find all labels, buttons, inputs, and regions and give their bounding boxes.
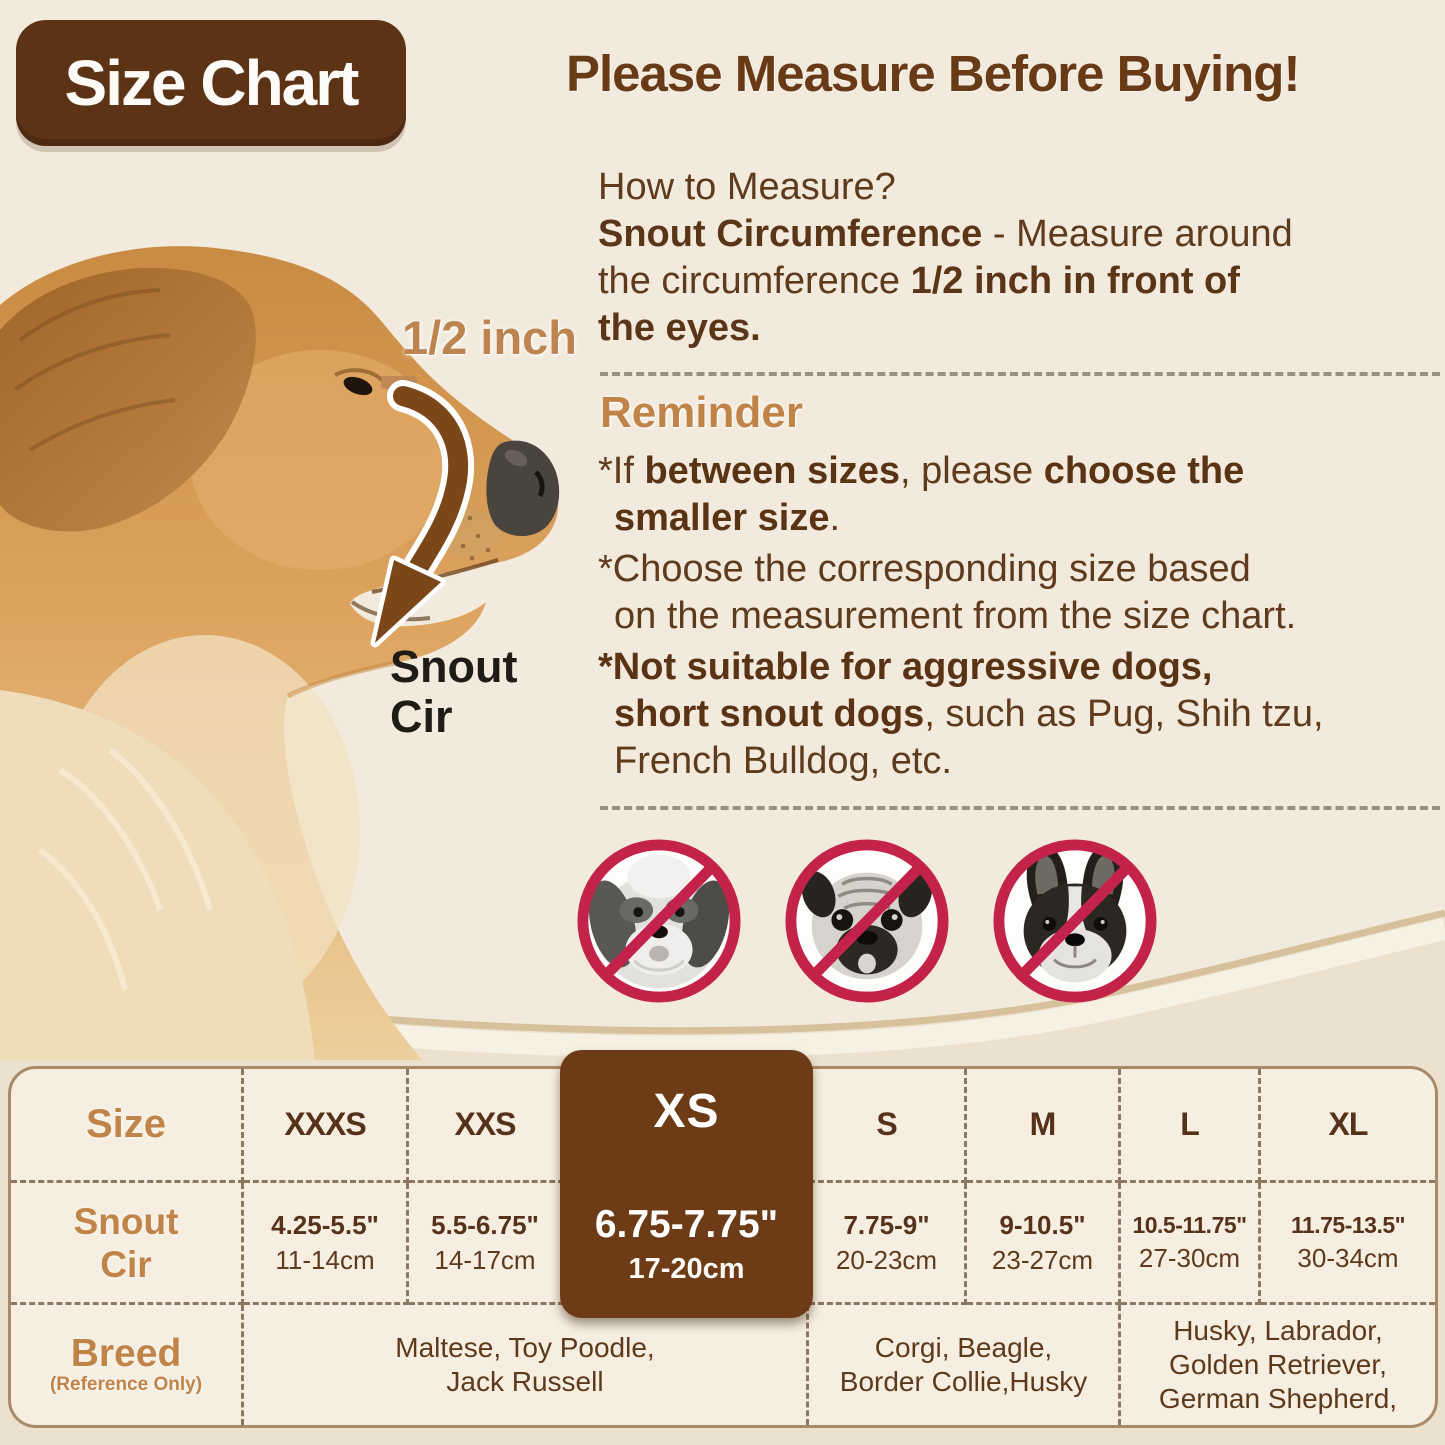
no-pug-icon (785, 839, 949, 1003)
half-inch-label: 1/2 inch (402, 311, 578, 364)
xs-cm-value: 17-20cm (628, 1253, 745, 1285)
dashed-divider-bottom (600, 806, 1440, 810)
reminder-bullets: *If between sizes, please choose the sma… (598, 448, 1445, 789)
snout-cell-xl: 11.75-13.5" 30-34cm (1261, 1183, 1435, 1305)
breed-cell-medium: Corgi, Beagle, Border Collie,Husky (809, 1305, 1121, 1425)
size-chart-badge: Size Chart (16, 20, 406, 146)
no-french-bulldog-icon (993, 839, 1157, 1003)
french-bulldog-face (1023, 846, 1127, 983)
snout-cir-label: Snout Cir (390, 641, 518, 742)
reminder-bullet: *If between sizes, please choose the sma… (598, 450, 1245, 539)
xs-inch-value: 6.75-7.75" (594, 1203, 779, 1246)
reminder-bullet: *Choose the corresponding size based on … (598, 548, 1297, 637)
xs-highlight-block: XS 6.75-7.75" 17-20cm (560, 1050, 813, 1318)
reminder-heading: Reminder (600, 388, 803, 437)
table-header-l: L (1121, 1069, 1261, 1183)
snout-cell-xxxs: 4.25-5.5" 11-14cm (244, 1183, 409, 1305)
dog-cheek (190, 350, 450, 570)
reminder-bullet: *Not suitable for aggressive dogs, short… (598, 646, 1324, 782)
xs-size-label: XS (653, 1085, 720, 1138)
table-header-xxs: XXS (409, 1069, 564, 1183)
snout-cell-s: 7.75-9" 20-23cm (809, 1183, 967, 1305)
dog-photo (0, 246, 560, 1060)
table-row-breed: Breed (Reference Only) (11, 1305, 244, 1425)
no-shih-tzu-icon (577, 839, 741, 1003)
how-to-heading: How to Measure? (598, 166, 896, 208)
dog-nose (486, 440, 560, 537)
breed-cell-large: Husky, Labrador, Golden Retriever, Germa… (1158, 1315, 1398, 1414)
dog-ear (0, 267, 256, 532)
table-header-xl: XL (1261, 1069, 1435, 1183)
snout-cell-l: 10.5-11.75" 27-30cm (1121, 1183, 1261, 1305)
table-row-snout-cir: Snout Cir (11, 1183, 244, 1305)
dog-eye (334, 368, 384, 396)
headline: Please Measure Before Buying! (566, 45, 1300, 102)
snout-cell-m: 9-10.5" 23-27cm (967, 1183, 1121, 1305)
snout-cell-xxs: 5.5-6.75" 14-17cm (409, 1183, 564, 1305)
measure-arrow (370, 376, 475, 648)
dashed-divider-top (600, 372, 1440, 376)
table-header-s: S (809, 1069, 967, 1183)
dog-head (0, 246, 560, 1060)
size-chart-title: Size Chart (64, 47, 360, 119)
breed-cell-small: Maltese, Toy Poodle, Jack Russell (244, 1305, 809, 1425)
how-to-measure: How to Measure? Snout Circumference - Me… (598, 164, 1445, 352)
table-header-size: Size (11, 1069, 244, 1183)
table-header-m: M (967, 1069, 1121, 1183)
table-header-xxxs: XXXS (244, 1069, 409, 1183)
